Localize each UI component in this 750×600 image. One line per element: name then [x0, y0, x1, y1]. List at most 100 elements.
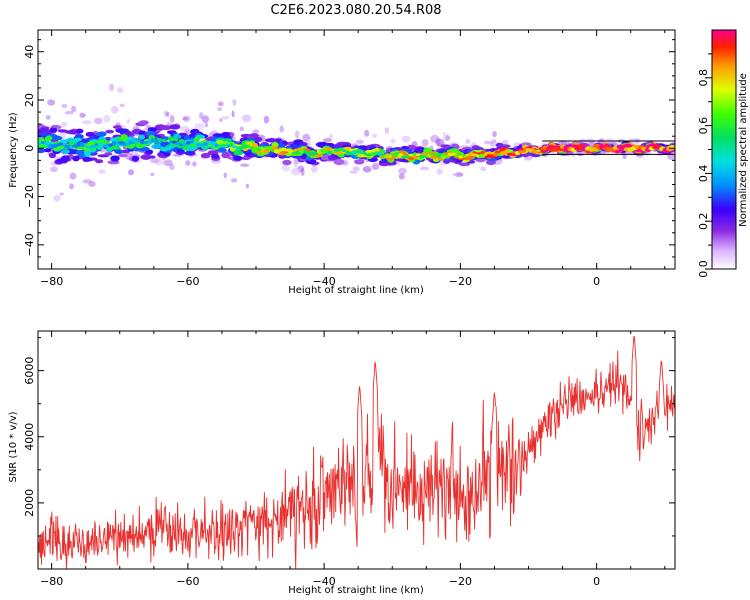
- spectrogram-band-cell: [277, 143, 286, 149]
- spectrogram-band-cell: [211, 153, 220, 159]
- spectrogram-halo-blob: [362, 165, 372, 173]
- snr-ytick-label: 6000: [23, 357, 36, 385]
- spectrogram-halo-blob: [501, 139, 509, 146]
- spectrogram-halo-blob: [60, 121, 68, 128]
- spectrogram-outlier: [185, 160, 191, 166]
- spectrogram-band-cell: [121, 149, 130, 154]
- spectrogram-halo-blob: [390, 138, 396, 144]
- spectrogram-halo-blob: [182, 117, 188, 121]
- spectrogram-ridge-cell: [359, 149, 365, 154]
- spectrogram-outlier: [166, 111, 170, 117]
- spectrogram-ridge-cell: [437, 154, 442, 159]
- snr-axes: −80 −60 −40 −20 0 2000 4000 6000: [23, 331, 675, 588]
- spectrogram-band-cell: [49, 127, 58, 133]
- snr-ylabel: SNR (10 * v/v): [8, 411, 19, 482]
- spectrogram-halo-blob: [194, 122, 205, 131]
- spectrogram-halo-blob: [82, 120, 92, 125]
- spectrogram-band-cell: [182, 144, 188, 151]
- spectrogram-band-cell: [297, 142, 308, 147]
- spectrogram-halo-blob: [398, 167, 407, 175]
- spectrogram-halo-blob: [300, 167, 305, 176]
- spectrogram-band-cell: [95, 159, 104, 164]
- spectrogram-halo-blob: [108, 83, 115, 92]
- spectrogram-halo-blob: [364, 129, 370, 137]
- spectrogram-band-cell: [138, 134, 145, 140]
- spectrogram-halo-blob: [179, 125, 190, 132]
- spectrogram-band-cell: [44, 136, 52, 142]
- spectrogram-band-cell: [264, 138, 275, 143]
- spectrogram-halo-blob: [241, 114, 252, 122]
- spectrogram-band-cell: [117, 153, 128, 158]
- spectrogram-halo-blob: [492, 131, 497, 138]
- spectrogram-halo-blob: [442, 132, 447, 140]
- colorbar-tick-label: 0.8: [697, 69, 710, 87]
- spectrogram-ytick-label: −20: [23, 185, 36, 208]
- spectrogram-outlier: [219, 118, 223, 123]
- colorbar-tick-label: 0.0: [697, 260, 710, 278]
- spectrogram-halo-blob: [69, 183, 74, 190]
- spectrogram-band-cell: [271, 145, 278, 150]
- snr-ytick-label: 4000: [23, 423, 36, 451]
- spectrogram-halo-blob: [436, 168, 443, 175]
- spectrogram-ridge-cell: [222, 143, 226, 148]
- spectrogram-band-cell: [53, 136, 63, 141]
- spectrogram-band-cell: [282, 159, 292, 166]
- spectrogram-band-cell: [38, 128, 49, 133]
- spectrogram-ridge-cell: [182, 143, 188, 146]
- spectrogram-band-cell: [233, 150, 244, 156]
- spectrogram-outlier: [71, 105, 77, 113]
- spectrogram-band-cell: [147, 155, 156, 159]
- spectrogram-ridge-cell: [342, 149, 347, 153]
- spectrogram-ridge-cell: [143, 141, 149, 145]
- spectrogram-ridge-cell: [518, 150, 525, 154]
- spectrogram-band-cell: [138, 120, 149, 125]
- spectrogram-band-cell: [222, 138, 232, 143]
- spectrogram-outlier: [218, 101, 224, 107]
- spectrogram-band-cell: [458, 162, 471, 167]
- spectrogram-band-cell: [38, 149, 46, 153]
- spectrogram-halo-blob: [421, 139, 429, 147]
- spectrogram-xtick-label: −40: [313, 275, 336, 288]
- spectrogram-ridge-cell: [427, 153, 431, 158]
- spectrogram-halo-blob: [263, 115, 270, 124]
- spectrogram-ytick-label: −40: [23, 233, 36, 256]
- spectrogram-ridge-cell: [228, 143, 234, 147]
- snr-xtick-label: −60: [176, 575, 199, 588]
- spectrogram-ridge-cell: [94, 143, 99, 146]
- spectrogram-halo-blob: [372, 133, 378, 138]
- spectrogram-halo-blob: [163, 159, 173, 167]
- spectrogram-ytick-label: 20: [23, 93, 36, 107]
- spectrogram-band-cell: [85, 131, 95, 137]
- spectrogram-halo-blob: [401, 135, 411, 143]
- spectrogram-band-cell: [174, 134, 182, 139]
- spectrogram-band-cell: [161, 136, 170, 141]
- spectrogram-ridge-cell: [231, 145, 237, 149]
- spectrogram-band-cell: [74, 137, 82, 142]
- spectrogram-ridge-cell: [440, 155, 446, 159]
- spectrogram-outlier: [239, 126, 244, 132]
- spectrogram-halo-blob: [384, 127, 390, 134]
- colorbar-axis: 0.0 0.2 0.4 0.6 0.8: [697, 53, 712, 278]
- colorbar-tick-label: 0.6: [697, 117, 710, 135]
- spectrogram-halo-blob: [349, 170, 358, 174]
- spectrogram-ridge-cell: [507, 149, 514, 153]
- spectrogram-halo-blob: [279, 125, 284, 133]
- spectrogram-ridge-cell: [444, 154, 449, 158]
- spectrogram-outlier: [231, 110, 235, 118]
- spectrogram-outlier: [245, 183, 249, 189]
- spectrogram-ridge-cell: [405, 155, 410, 158]
- spectrogram-halo-blob: [111, 105, 119, 114]
- spectrogram-ridge-cell: [38, 141, 42, 145]
- spectrogram-xtick-label: −80: [40, 275, 63, 288]
- spectrogram-ridge-cell: [408, 153, 414, 157]
- spectrogram-halo-blob: [322, 138, 332, 143]
- spectrogram-halo-blob: [371, 163, 380, 170]
- spectrogram-ridge-cell: [131, 138, 139, 143]
- spectrogram-outlier: [61, 103, 68, 109]
- spectrogram-ridge-cell: [461, 155, 468, 158]
- spectrogram-band-cell: [38, 144, 46, 149]
- spectrogram-band-cell: [333, 159, 345, 166]
- snr-xtick-label: −20: [449, 575, 472, 588]
- spectrogram-halo-blob: [192, 161, 197, 167]
- spectrogram-band-cell: [221, 151, 231, 159]
